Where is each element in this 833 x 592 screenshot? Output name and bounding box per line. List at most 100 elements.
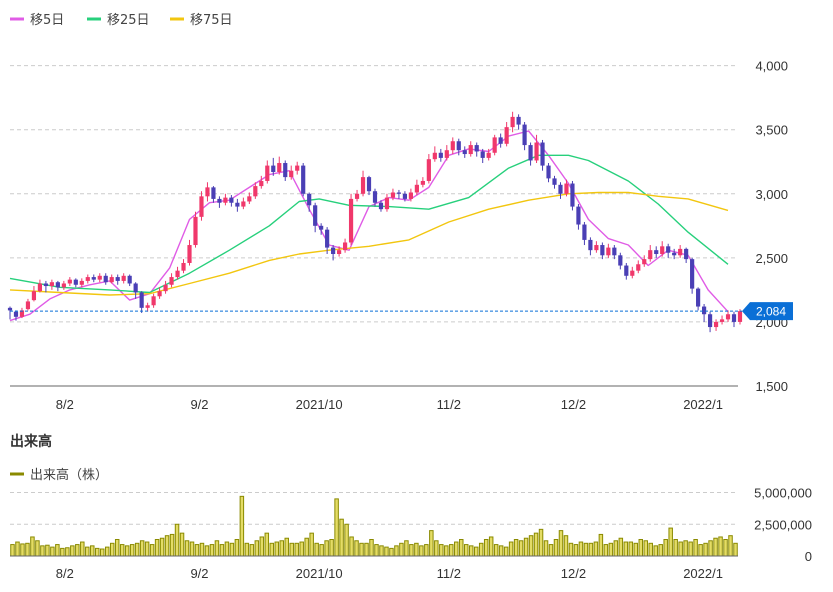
volume-bar [449,544,454,557]
volume-bar [159,537,165,557]
volume-bar [468,545,474,557]
candle-body [354,193,360,199]
volume-x-tick-label: 11/2 [437,566,461,581]
volume-bar [15,541,20,557]
candle-body [265,165,270,181]
volume-bar [404,540,409,557]
volume-bar [294,542,299,557]
candle-body [701,306,707,315]
candle-body [139,292,144,308]
candle-body [307,193,312,206]
volume-bar [374,544,379,557]
candle-body [109,277,114,283]
candle-body [277,163,282,172]
candle-body [342,242,348,251]
volume-bar [598,533,604,557]
candle-body [678,248,683,256]
candle-body [25,301,31,310]
volume-bar [419,545,424,557]
volume-bar [553,539,559,557]
candle-body [49,282,54,287]
candle-body [660,246,665,255]
price-x-tick-label: 8/2 [56,397,74,412]
volume-bar [234,539,240,557]
candle-body [241,201,246,207]
volume-bar [593,541,599,557]
volume-bar [628,541,634,557]
candle-body [480,151,485,158]
candle-body [576,206,581,225]
volume-bar [648,542,653,557]
volume-bar [30,536,35,557]
candle-body [187,245,192,263]
candle-body [133,283,138,293]
candle-body [498,137,503,144]
volume-bar [100,548,105,557]
volume-bar [309,532,314,557]
volume-bar [454,541,459,557]
volume-bar [10,544,15,557]
candle-body [474,145,479,152]
candle-body [588,239,593,251]
volume-bar [424,544,429,557]
volume-bar [603,544,609,557]
volume-bar [703,542,708,557]
candle-body [217,198,222,203]
volume-bar [668,527,673,557]
candle-body [570,183,575,207]
volume-bar [129,544,135,557]
volume-bar [50,546,55,557]
candle-body [414,184,419,193]
volume-bar [109,542,115,557]
candle-body [301,165,306,194]
candle-body [510,116,515,128]
price-tick-label: 1,500 [755,379,788,394]
volume-bar [60,547,65,557]
volume-bars [10,495,738,557]
volume-x-tick-label: 2022/1 [683,566,723,581]
volume-bar [459,539,464,557]
volume-grid [10,492,738,525]
volume-bar [144,541,150,557]
volume-bar [359,542,364,557]
volume-bar [613,540,619,557]
series-line-ma5 [9,130,729,322]
candle-body [235,202,240,207]
volume-bar [558,530,564,557]
volume-bar [219,544,225,557]
candle-body [205,187,210,197]
candle-body [731,314,737,322]
candle-body [37,283,43,292]
volume-bar [718,536,723,557]
candle-body [426,159,431,181]
volume-bar [623,541,629,557]
volume-bar [698,544,703,557]
candle-body [552,178,557,185]
volume-bar [568,542,574,557]
moving-average-lines [9,130,729,322]
volume-bar [179,532,185,557]
candle-body [582,224,587,240]
candle-body [73,279,78,285]
volume-bar [224,541,230,557]
volume-x-tick-label: 2021/10 [296,566,343,581]
candle-body [630,270,635,276]
candle-body [91,277,96,280]
candle-body [313,205,318,226]
candle-body [145,305,150,308]
price-tick-label: 3,500 [755,123,788,138]
candle-body [438,152,443,158]
candle-body [624,265,629,276]
volume-bar [728,535,733,557]
volume-bar [244,542,250,557]
candle-body [331,247,336,255]
volume-bar [434,540,439,557]
legend: 移5日 移25日 移75日 [10,13,233,28]
price-tick-label: 3,000 [755,187,788,202]
legend-volume-label: 出来高（株） [30,467,108,483]
volume-bar [214,540,220,557]
candle-body [642,259,647,265]
candle-body [444,150,449,158]
candle-body [420,180,425,185]
